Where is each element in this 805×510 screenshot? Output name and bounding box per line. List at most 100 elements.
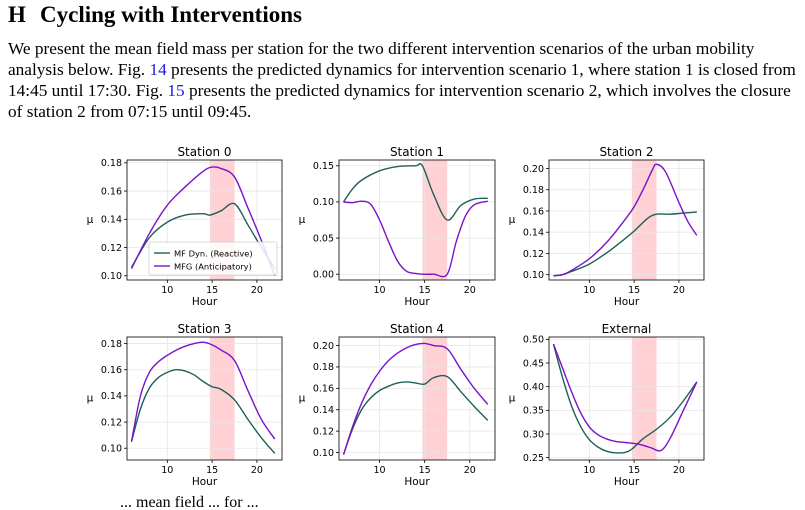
y-axis-label: μ xyxy=(299,393,306,405)
y-tick-label: 0.20 xyxy=(313,341,334,352)
x-axis-label: Hour xyxy=(404,476,430,488)
y-tick-label: 0.40 xyxy=(523,382,544,393)
x-axis-label: Hour xyxy=(192,296,218,308)
y-tick-label: 0.14 xyxy=(101,391,122,402)
y-tick-label: 0.16 xyxy=(101,186,122,197)
y-tick-label: 0.18 xyxy=(313,362,334,373)
y-axis-label: μ xyxy=(87,214,94,226)
subplot-2: 10 15 20 0.10 0.12 0.14 0.16 0.18 0.20 Station 2 H… xyxy=(509,145,705,308)
x-tick-label: 10 xyxy=(374,285,386,296)
y-tick-label: 0.10 xyxy=(101,444,122,455)
y-tick-label: 0.10 xyxy=(101,271,122,282)
y-axis-label: μ xyxy=(299,214,306,226)
y-axis-label: μ xyxy=(509,214,516,226)
series-line-reactive xyxy=(342,162,488,221)
subplot-title: External xyxy=(602,322,652,336)
plot-frame xyxy=(338,159,496,281)
y-tick-label: 0.18 xyxy=(101,339,122,350)
x-tick-label: 20 xyxy=(464,465,476,476)
intro-paragraph: We present the mean field mass per stati… xyxy=(8,38,800,122)
x-tick-label: 10 xyxy=(583,285,595,296)
x-tick-label: 15 xyxy=(628,465,640,476)
x-tick-label: 10 xyxy=(583,465,595,476)
y-tick-label: 0.14 xyxy=(101,215,122,226)
figure-caption: ... mean field ... for ... xyxy=(120,494,259,510)
plot-frame xyxy=(548,336,705,461)
paragraph-text-1: We present the mean field mass per stati… xyxy=(8,39,755,79)
figure-ref-15-link[interactable]: 15 xyxy=(167,81,185,100)
subplot-title: Station 2 xyxy=(599,145,653,159)
y-tick-label: 0.30 xyxy=(523,429,544,440)
y-tick-label: 0.16 xyxy=(313,384,334,395)
legend-entry: MFG (Anticipatory) xyxy=(174,261,252,271)
section-number: H xyxy=(8,2,26,27)
subplot-3: 10 15 20 0.10 0.12 0.14 0.16 0.18 Station 3 Hour μ xyxy=(87,322,283,488)
legend: MF Dyn. (Reactive) MFG (Anticipatory) xyxy=(148,241,278,276)
y-tick-label: 0.12 xyxy=(313,426,334,437)
series-line-anticipatory xyxy=(343,200,488,278)
x-tick-label: 20 xyxy=(673,465,685,476)
closure-band xyxy=(422,337,448,460)
plot-frame xyxy=(126,336,283,461)
series-line-anticipatory xyxy=(130,166,276,277)
x-axis-label: Hour xyxy=(404,296,430,308)
series-line-reactive xyxy=(553,211,697,277)
series-line-reactive xyxy=(130,368,276,454)
series-line-reactive xyxy=(552,343,698,454)
x-tick-label: 20 xyxy=(464,285,476,296)
legend-box xyxy=(148,241,278,276)
x-tick-label: 15 xyxy=(419,285,431,296)
y-tick-label: 0.12 xyxy=(523,249,544,260)
figure-ref-14-link[interactable]: 14 xyxy=(149,60,167,79)
section-heading: H Cycling with Interventions xyxy=(8,2,302,28)
y-tick-label: 0.10 xyxy=(523,270,544,281)
subplot-5: 10 15 20 0.25 0.30 0.35 0.40 0.45 0.50 External Ho… xyxy=(509,322,705,488)
y-tick-label: 0.14 xyxy=(313,405,334,416)
series-line-anticipatory xyxy=(130,341,276,442)
y-axis-label: μ xyxy=(87,393,94,405)
y-tick-label: 0.20 xyxy=(523,164,544,175)
paragraph-text-3: presents the predicted dynamics for inte… xyxy=(8,81,791,121)
x-axis-label: Hour xyxy=(192,476,218,488)
x-tick-label: 20 xyxy=(673,285,685,296)
y-tick-label: 0.10 xyxy=(313,197,334,208)
series-line-reactive xyxy=(130,202,276,270)
x-tick-label: 15 xyxy=(206,465,218,476)
closure-band xyxy=(209,337,235,460)
y-axis-label: μ xyxy=(509,393,516,405)
subplot-title: Station 0 xyxy=(177,145,231,159)
x-tick-label: 10 xyxy=(161,465,173,476)
plot-frame xyxy=(338,336,496,461)
y-tick-label: 0.15 xyxy=(313,161,334,172)
y-tick-label: 0.18 xyxy=(523,185,544,196)
y-tick-label: 0.10 xyxy=(313,448,334,459)
y-tick-label: 0.12 xyxy=(101,243,122,254)
y-tick-label: 0.50 xyxy=(523,335,544,346)
y-tick-label: 0.18 xyxy=(101,158,122,169)
series-line-reactive xyxy=(342,374,489,455)
station-mass-figure: 10 15 20 0.10 0.12 0.14 0.16 0.18 Station 0 Hour μ… xyxy=(87,145,705,488)
series-line-anticipatory xyxy=(553,163,698,277)
x-axis-label: Hour xyxy=(614,476,640,488)
x-tick-label: 10 xyxy=(161,285,173,296)
plot-frame xyxy=(126,159,283,281)
closure-band xyxy=(631,337,657,460)
series-line-anticipatory xyxy=(552,343,698,452)
y-tick-label: 0.14 xyxy=(523,228,544,239)
y-tick-label: 0.45 xyxy=(523,358,544,369)
plot-frame xyxy=(548,159,705,281)
y-tick-label: 0.16 xyxy=(101,365,122,376)
x-tick-label: 20 xyxy=(251,285,263,296)
legend-entry: MF Dyn. (Reactive) xyxy=(174,248,253,258)
closure-band xyxy=(422,160,448,280)
subplot-title: Station 4 xyxy=(390,322,444,336)
x-tick-label: 15 xyxy=(628,285,640,296)
y-tick-label: 0.05 xyxy=(313,233,334,244)
closure-band xyxy=(631,160,657,280)
series-line-anticipatory xyxy=(342,342,489,455)
subplot-title: Station 3 xyxy=(177,322,231,336)
subplot-4: 10 15 20 0.10 0.12 0.14 0.16 0.18 0.20 Station 4 H… xyxy=(299,322,496,488)
subplot-title: Station 1 xyxy=(390,145,444,159)
y-tick-label: 0.25 xyxy=(523,453,544,464)
y-tick-label: 0.16 xyxy=(523,206,544,217)
